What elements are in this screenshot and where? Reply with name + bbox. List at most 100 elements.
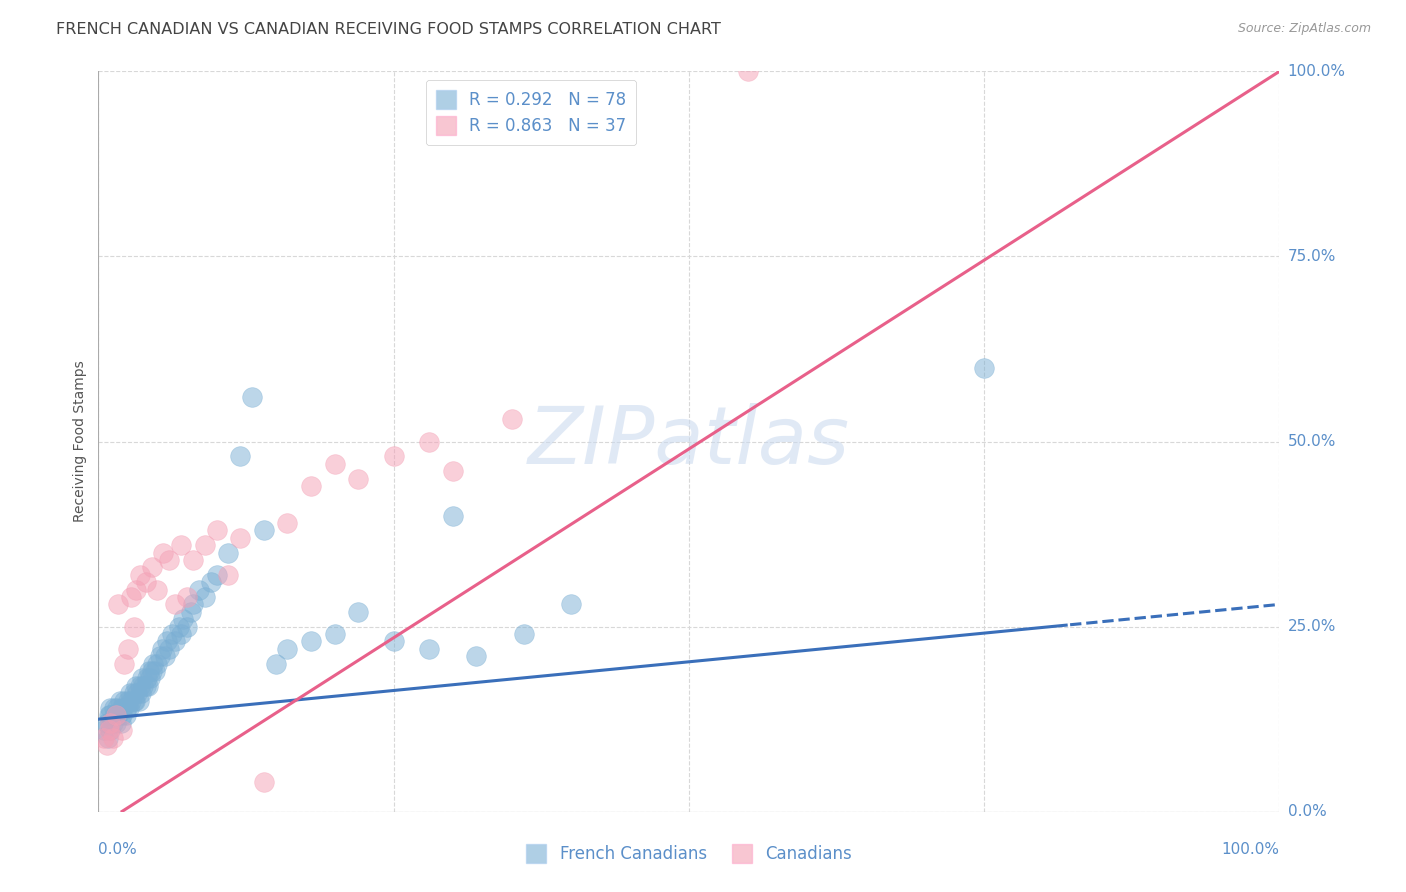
Text: 100.0%: 100.0%: [1222, 842, 1279, 857]
Y-axis label: Receiving Food Stamps: Receiving Food Stamps: [73, 360, 87, 523]
Point: [105, 701, 128, 715]
Point: [160, 627, 183, 641]
Point: [132, 679, 155, 693]
Point: [122, 619, 145, 633]
Point: [181, 598, 204, 612]
Point: [253, 775, 276, 789]
Point: [96, 738, 118, 752]
Point: [170, 627, 193, 641]
Point: [217, 546, 239, 560]
Point: [172, 612, 194, 626]
Point: [98, 723, 121, 738]
Point: [229, 531, 252, 545]
Point: [121, 590, 143, 604]
Point: [323, 457, 346, 471]
Point: [98, 715, 121, 730]
Point: [127, 686, 149, 700]
Point: [217, 567, 239, 582]
Point: [229, 450, 252, 464]
Text: 75.0%: 75.0%: [1288, 249, 1336, 264]
Point: [93, 723, 115, 738]
Point: [264, 657, 287, 671]
Text: FRENCH CANADIAN VS CANADIAN RECEIVING FOOD STAMPS CORRELATION CHART: FRENCH CANADIAN VS CANADIAN RECEIVING FO…: [56, 22, 721, 37]
Point: [135, 672, 157, 686]
Point: [141, 664, 163, 678]
Point: [205, 524, 228, 538]
Point: [418, 641, 440, 656]
Point: [382, 634, 405, 648]
Point: [181, 553, 204, 567]
Point: [135, 575, 157, 590]
Point: [323, 627, 346, 641]
Point: [149, 649, 172, 664]
Text: Source: ZipAtlas.com: Source: ZipAtlas.com: [1237, 22, 1371, 36]
Point: [101, 731, 124, 745]
Point: [128, 694, 150, 708]
Point: [187, 582, 209, 597]
Point: [170, 538, 193, 552]
Point: [240, 390, 263, 404]
Point: [101, 715, 124, 730]
Point: [973, 360, 995, 375]
Point: [165, 634, 187, 648]
Text: 25.0%: 25.0%: [1288, 619, 1336, 634]
Point: [205, 567, 228, 582]
Point: [146, 657, 169, 671]
Point: [121, 694, 143, 708]
Point: [111, 708, 134, 723]
Point: [104, 708, 127, 723]
Point: [125, 582, 148, 597]
Point: [105, 715, 128, 730]
Point: [117, 641, 139, 656]
Point: [111, 723, 134, 738]
Point: [112, 657, 135, 671]
Point: [107, 708, 129, 723]
Point: [135, 679, 157, 693]
Point: [142, 657, 165, 671]
Point: [276, 641, 298, 656]
Point: [105, 708, 128, 723]
Point: [141, 560, 163, 574]
Point: [156, 634, 179, 648]
Point: [110, 715, 132, 730]
Point: [117, 694, 139, 708]
Point: [125, 679, 148, 693]
Point: [112, 701, 135, 715]
Point: [139, 672, 162, 686]
Point: [107, 598, 129, 612]
Point: [111, 701, 134, 715]
Point: [418, 434, 440, 449]
Point: [128, 679, 150, 693]
Point: [194, 590, 217, 604]
Point: [465, 649, 488, 664]
Legend: French Canadians, Canadians: French Canadians, Canadians: [519, 838, 859, 870]
Point: [167, 619, 190, 633]
Point: [165, 598, 187, 612]
Point: [299, 634, 322, 648]
Point: [180, 605, 202, 619]
Point: [136, 679, 159, 693]
Point: [200, 575, 222, 590]
Point: [299, 479, 322, 493]
Text: 0.0%: 0.0%: [98, 842, 138, 857]
Point: [441, 508, 464, 523]
Point: [253, 524, 276, 538]
Text: 0.0%: 0.0%: [1288, 805, 1326, 819]
Point: [108, 694, 131, 708]
Text: 100.0%: 100.0%: [1288, 64, 1346, 78]
Point: [152, 546, 174, 560]
Point: [157, 553, 180, 567]
Point: [194, 538, 217, 552]
Point: [512, 627, 534, 641]
Point: [153, 649, 176, 664]
Point: [114, 708, 136, 723]
Point: [97, 731, 120, 745]
Point: [112, 694, 135, 708]
Point: [146, 582, 169, 597]
Point: [120, 686, 142, 700]
Point: [115, 701, 138, 715]
Point: [122, 686, 145, 700]
Point: [157, 641, 180, 656]
Point: [118, 701, 141, 715]
Point: [129, 686, 152, 700]
